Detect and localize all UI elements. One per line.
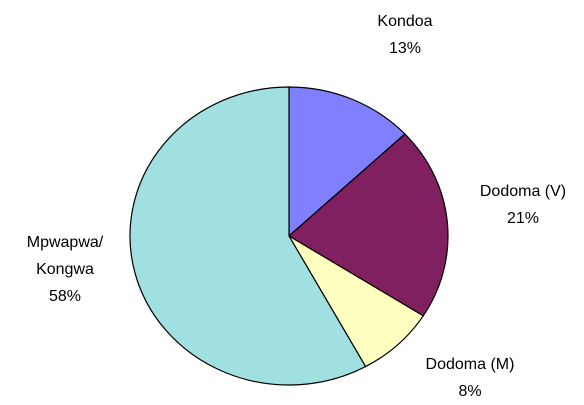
slice-category-label: Kondoa bbox=[377, 13, 432, 30]
slice-value-label: 8% bbox=[458, 383, 481, 400]
slice-value-label: 58% bbox=[49, 288, 81, 305]
pie-slice bbox=[287, 133, 449, 317]
pie-slice bbox=[288, 86, 406, 238]
slice-category-label: Mpwapwa/Kongwa bbox=[27, 234, 104, 278]
pie-slice bbox=[129, 86, 367, 386]
slice-category-label: Dodoma (M) bbox=[426, 356, 515, 373]
slice-value-label: 13% bbox=[389, 40, 421, 57]
slice-category-label: Dodoma (V) bbox=[480, 183, 566, 200]
slice-value-label: 21% bbox=[507, 210, 539, 227]
